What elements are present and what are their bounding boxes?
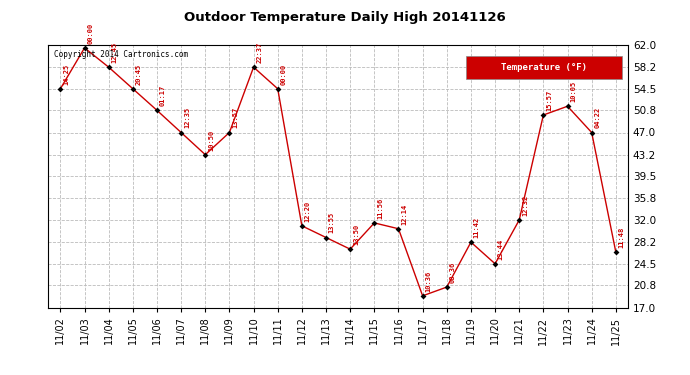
Text: Copyright 2014 Cartronics.com: Copyright 2014 Cartronics.com (54, 50, 188, 59)
Text: 00:00: 00:00 (88, 22, 93, 44)
Text: 12:14: 12:14 (402, 203, 407, 225)
Text: Outdoor Temperature Daily High 20141126: Outdoor Temperature Daily High 20141126 (184, 11, 506, 24)
Text: 10:05: 10:05 (571, 81, 576, 102)
Text: 20:45: 20:45 (136, 63, 141, 85)
Text: 15:57: 15:57 (546, 90, 552, 111)
Text: 12:32: 12:32 (522, 195, 528, 216)
Text: 12:45: 12:45 (112, 42, 117, 63)
Text: 12:20: 12:20 (305, 200, 310, 222)
Text: 14:25: 14:25 (63, 63, 69, 85)
Text: 10:36: 10:36 (426, 270, 431, 292)
Text: 13:55: 13:55 (329, 212, 335, 233)
Text: 00:00: 00:00 (281, 63, 286, 85)
Text: 22:37: 22:37 (257, 42, 262, 63)
Text: 13:50: 13:50 (353, 224, 359, 245)
Text: 01:17: 01:17 (160, 85, 166, 106)
Text: 11:42: 11:42 (474, 217, 480, 238)
FancyBboxPatch shape (466, 56, 622, 79)
Text: 08:36: 08:36 (450, 262, 455, 283)
Text: 13:57: 13:57 (233, 107, 238, 128)
Text: 12:35: 12:35 (184, 107, 190, 128)
Text: 11:48: 11:48 (619, 226, 624, 248)
Text: 10:50: 10:50 (208, 129, 214, 150)
Text: 04:22: 04:22 (595, 107, 600, 128)
Text: 11:56: 11:56 (377, 198, 383, 219)
Text: Temperature (°F): Temperature (°F) (501, 63, 587, 72)
Text: 13:44: 13:44 (498, 238, 504, 260)
